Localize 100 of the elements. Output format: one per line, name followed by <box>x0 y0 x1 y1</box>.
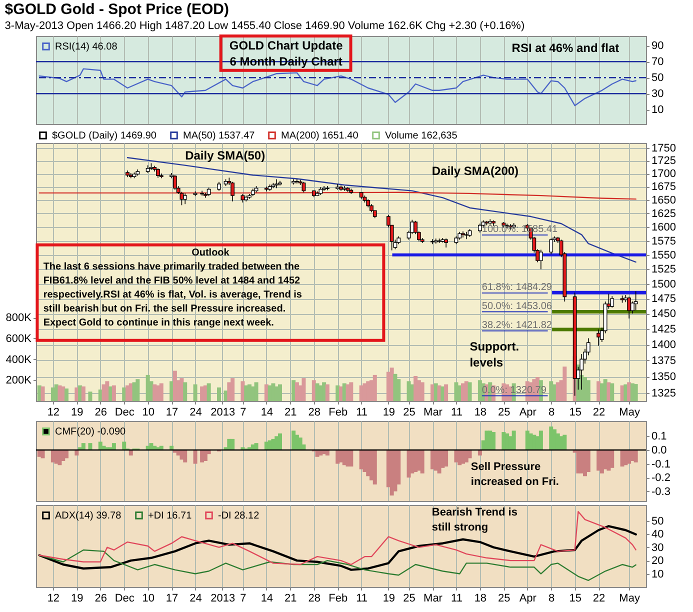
bar <box>492 432 496 450</box>
x-tick-label: 8 <box>548 592 555 604</box>
y-tick-label: 1725 <box>652 155 676 168</box>
x-tick-label: 19 <box>71 592 84 604</box>
y-tick-label: 1475 <box>652 293 676 306</box>
x-tick-label: 19 <box>382 592 396 604</box>
x-tick-label: 2013 <box>210 592 236 604</box>
candlestick <box>183 193 188 205</box>
chart-subtitle: 3-May-2013 Open 1466.20 High 1487.20 Low 1455.40 Close 1469.90 Volume 162.6K Chg +2.30 (+0.16%) <box>4 20 525 32</box>
x-tick-label: 15 <box>569 406 582 418</box>
y-tick-label: 1450 <box>652 308 676 320</box>
x-tick-label: 28 <box>308 406 321 418</box>
y-tick-label: 0.0 <box>652 444 667 456</box>
y-tick-label: 1350 <box>652 371 676 384</box>
ref-line-label: 38.2%: 1421.82 <box>482 320 552 331</box>
annotation: Daily SMA(50) <box>185 148 266 163</box>
bar <box>420 450 424 474</box>
bar <box>112 443 116 450</box>
x-tick-label: Dec <box>114 592 135 604</box>
x-tick-label: 21 <box>284 592 297 604</box>
candlestick <box>230 181 235 202</box>
legend-label: MA(200) 1651.40 <box>281 130 359 142</box>
ref-line-label: 50.0%: 1453.06 <box>482 300 552 312</box>
x-tick-label: May <box>619 592 640 604</box>
x-tick-label: 25 <box>498 406 510 418</box>
x-tick-label: 18 <box>474 406 487 418</box>
bar <box>254 443 258 450</box>
bar <box>122 442 126 450</box>
y2-tick-label: 600K <box>6 332 32 345</box>
bar <box>88 443 92 450</box>
candlestick <box>156 168 160 178</box>
bar <box>478 450 482 456</box>
y-tick-label: 10 <box>652 104 664 116</box>
legend-label: $GOLD (Daily) 1469.90 <box>52 130 157 142</box>
y-tick-label: 1600 <box>652 221 676 234</box>
x-tick-label: Mar <box>424 406 443 418</box>
x-tick-label: 14 <box>260 406 274 418</box>
y-tick-label: 1425 <box>652 323 676 336</box>
x-tick-label: Apr <box>519 406 537 418</box>
x-tick-label: 19 <box>71 406 84 418</box>
y-tick-label: 40 <box>652 528 664 541</box>
legend-label: ADX(14) 39.78 <box>55 510 122 522</box>
bar <box>586 450 590 472</box>
x-tick-label: 26 <box>94 592 108 604</box>
x-tick-label: 11 <box>356 406 368 418</box>
x-tick-label: 22 <box>592 406 606 418</box>
bar <box>74 450 79 456</box>
x-tick-label: 19 <box>382 406 396 418</box>
x-tick-label: 2013 <box>210 406 236 418</box>
legend-label: -DI 28.12 <box>218 510 260 522</box>
x-tick-label: 11 <box>451 406 462 418</box>
bar <box>278 433 282 450</box>
x-tick-label: 11 <box>356 592 368 604</box>
y-tick-label: 50 <box>652 515 664 528</box>
x-tick-label: 7 <box>240 406 246 418</box>
legend-label: MA(50) 1537.47 <box>183 130 256 142</box>
y-tick-label: 1500 <box>652 278 676 290</box>
bar <box>193 450 198 464</box>
x-tick-label: 22 <box>592 592 606 604</box>
candlestick <box>549 238 554 255</box>
legend-label: Volume 162,635 <box>385 130 458 142</box>
x-tick-label: Feb <box>328 406 348 418</box>
bar <box>512 430 516 450</box>
x-tick-label: 10 <box>142 592 154 604</box>
candlestick <box>302 181 306 193</box>
bar <box>444 450 448 467</box>
y-tick-label: -0.1 <box>652 458 670 470</box>
annotation: Bearish Trend is still strong <box>432 506 518 534</box>
y2-tick-label: 200K <box>6 374 32 387</box>
bar <box>610 450 614 468</box>
y-tick-label: 30 <box>652 88 664 100</box>
candlestick <box>596 329 601 346</box>
x-tick-label: Feb <box>328 592 348 604</box>
y-tick-label: -0.3 <box>652 486 670 498</box>
chart-title: $GOLD Gold - Spot Price (EOD) <box>4 1 229 18</box>
x-tick-label: 8 <box>548 406 555 418</box>
x-tick-label: May <box>619 406 640 418</box>
annotation: Daily SMA(200) <box>432 164 519 178</box>
x-tick-label: 25 <box>403 592 416 604</box>
bar <box>538 430 543 450</box>
bar <box>98 442 102 450</box>
bar <box>64 450 68 458</box>
y-tick-label: 1750 <box>652 142 676 155</box>
y-tick-label: 1400 <box>652 339 676 352</box>
x-tick-label: 25 <box>403 406 416 418</box>
line-series <box>38 549 636 581</box>
y2-tick-label: 800K <box>6 312 32 324</box>
x-tick-label: 12 <box>47 406 60 418</box>
bar <box>325 450 330 456</box>
candlestick <box>274 178 279 189</box>
x-tick-label: 12 <box>47 592 60 604</box>
line-series <box>38 192 636 200</box>
y2-tick-label: 400K <box>6 354 32 366</box>
candlestick <box>610 296 614 308</box>
bar <box>468 450 472 458</box>
y-tick-label: 90 <box>652 40 664 52</box>
y-tick-label: 70 <box>652 56 664 68</box>
x-tick-label: 18 <box>474 592 487 604</box>
x-tick-label: 15 <box>569 592 582 604</box>
annotation: Support. levels <box>470 340 520 370</box>
